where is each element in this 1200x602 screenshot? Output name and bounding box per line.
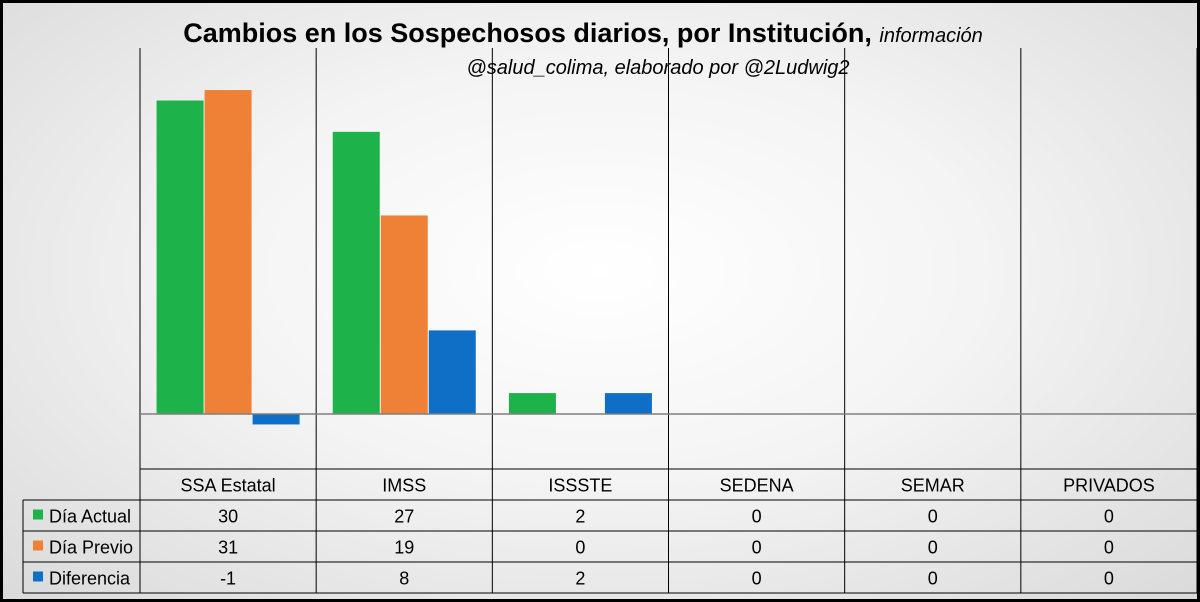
category-label: PRIVADOS	[1063, 476, 1155, 496]
data-label: 0	[1104, 569, 1114, 589]
data-label: 27	[394, 507, 414, 527]
data-label: 0	[928, 507, 938, 527]
data-label: 2	[575, 569, 585, 589]
category-label: SEDENA	[720, 476, 794, 496]
data-label: 0	[575, 538, 585, 558]
category-label: SSA Estatal	[181, 476, 276, 496]
data-label: 0	[752, 507, 762, 527]
legend-label: Día Actual	[49, 507, 131, 527]
data-label: 0	[1104, 538, 1114, 558]
data-label: -1	[220, 569, 236, 589]
chart-subtitle: @salud_colima, elaborado por @2Ludwig2	[466, 57, 850, 79]
chart-title-line: Cambios en los Sospechosos diarios, por …	[3, 15, 1163, 54]
legend-label: Día Previo	[49, 538, 133, 558]
bar	[156, 100, 204, 414]
data-label: 19	[394, 538, 414, 558]
bar-chart: SSA Estatal IMSS ISSSTE SEDENA SEMAR PRIVADOS…	[22, 48, 1197, 594]
bar	[332, 131, 380, 414]
legend-label: Diferencia	[49, 569, 131, 589]
data-label: 2	[575, 507, 585, 527]
data-label: 0	[928, 569, 938, 589]
data-label: 0	[1104, 507, 1114, 527]
bar	[604, 393, 652, 414]
category-label: ISSSTE	[548, 476, 612, 496]
data-label: 31	[218, 538, 238, 558]
bar	[204, 90, 252, 415]
legend-key	[33, 571, 43, 582]
category-label: SEMAR	[901, 476, 965, 496]
category-label: IMSS	[382, 476, 426, 496]
legend-key	[33, 540, 43, 551]
chart-title: Cambios en los Sospechosos diarios, por …	[183, 18, 872, 48]
data-table: SSA Estatal IMSS ISSSTE SEDENA SEMAR PRIVADOS…	[22, 468, 1197, 594]
bar-group	[156, 90, 652, 425]
chart-title-note: información	[879, 25, 983, 47]
chart-title-block: Cambios en los Sospechosos diarios, por …	[3, 15, 1163, 82]
data-label: 0	[752, 569, 762, 589]
data-label: 30	[218, 507, 238, 527]
category-dividers	[139, 48, 1197, 469]
bar	[508, 393, 556, 414]
data-label: 0	[928, 538, 938, 558]
bar	[428, 330, 476, 414]
bar	[380, 215, 428, 414]
bar	[252, 414, 300, 425]
data-label: 8	[399, 569, 409, 589]
legend-key	[33, 509, 43, 520]
data-label: 0	[752, 538, 762, 558]
